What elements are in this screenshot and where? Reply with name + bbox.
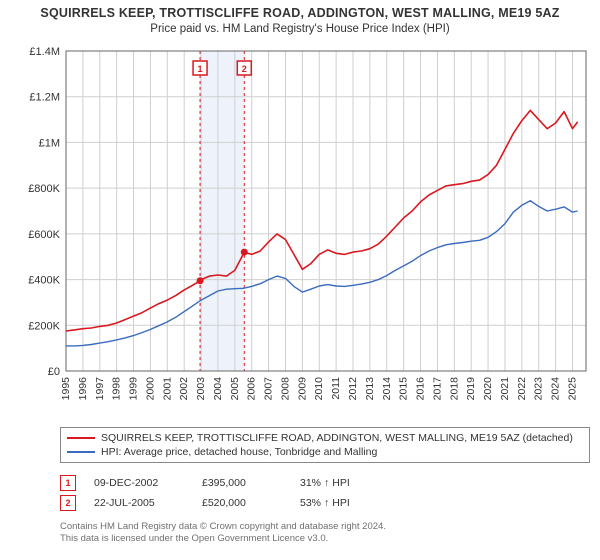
svg-text:2015: 2015 [398,377,410,401]
arrow-up-icon [324,477,329,489]
chart-subtitle: Price paid vs. HM Land Registry's House … [10,23,590,35]
svg-text:£400K: £400K [28,275,60,287]
sale-row: 2 22-JUL-2005 £520,000 53%HPI [60,493,590,513]
sale-hpi: 53%HPI [300,497,350,509]
svg-text:2023: 2023 [533,377,545,401]
legend-item: HPI: Average price, detached house, Tonb… [67,445,583,459]
legend-label: SQUIRRELS KEEP, TROTTISCLIFFE ROAD, ADDI… [101,432,573,444]
svg-text:2017: 2017 [431,377,443,401]
attribution-footer: Contains HM Land Registry data © Crown c… [60,521,590,546]
legend-label: HPI: Average price, detached house, Tonb… [101,446,377,458]
svg-text:1: 1 [198,64,203,74]
footer-line: Contains HM Land Registry data © Crown c… [60,521,590,533]
svg-text:1999: 1999 [128,377,140,401]
svg-text:1998: 1998 [111,377,123,401]
svg-text:1995: 1995 [60,377,72,401]
svg-text:2011: 2011 [330,377,342,400]
arrow-up-icon [324,497,329,509]
sale-date: 22-JUL-2005 [94,497,184,509]
chart-title-address: SQUIRRELS KEEP, TROTTISCLIFFE ROAD, ADDI… [10,6,590,20]
legend: SQUIRRELS KEEP, TROTTISCLIFFE ROAD, ADDI… [60,427,590,463]
svg-text:2024: 2024 [550,377,562,401]
svg-text:2009: 2009 [296,377,308,401]
sale-row: 1 09-DEC-2002 £395,000 31%HPI [60,473,590,493]
svg-text:2005: 2005 [229,377,241,401]
svg-text:2021: 2021 [499,377,511,401]
legend-swatch [67,451,95,453]
svg-text:2016: 2016 [415,377,427,401]
sales-table: 1 09-DEC-2002 £395,000 31%HPI 2 22-JUL-2005 £5… [60,473,590,513]
svg-text:2020: 2020 [482,377,494,401]
svg-text:2019: 2019 [465,377,477,401]
legend-item: SQUIRRELS KEEP, TROTTISCLIFFE ROAD, ADDI… [67,431,583,445]
svg-text:£1M: £1M [39,137,60,149]
svg-text:2010: 2010 [313,377,325,401]
sale-marker: 2 [60,495,76,511]
svg-text:£600K: £600K [28,229,60,241]
svg-text:2008: 2008 [279,377,291,401]
svg-text:2018: 2018 [448,377,460,401]
svg-text:2007: 2007 [263,377,275,401]
svg-text:£1.2M: £1.2M [29,92,60,104]
svg-text:£0: £0 [48,366,60,378]
svg-text:2000: 2000 [144,377,156,401]
svg-text:1996: 1996 [77,377,89,401]
sale-price: £395,000 [202,477,282,489]
price-chart: £0 £200K £400K £600K £800K £1M £1.2M £1.4M 1995 1… [10,41,590,421]
svg-text:2013: 2013 [364,377,376,401]
svg-text:£1.4M: £1.4M [29,46,60,58]
svg-text:2006: 2006 [246,377,258,401]
svg-text:2: 2 [242,64,247,74]
footer-line: This data is licensed under the Open Gov… [60,533,590,545]
svg-text:2002: 2002 [178,377,190,401]
svg-text:2003: 2003 [195,377,207,401]
svg-text:2022: 2022 [516,377,528,401]
sale-price: £520,000 [202,497,282,509]
sale-hpi: 31%HPI [300,477,350,489]
svg-text:£200K: £200K [28,320,60,332]
svg-text:2004: 2004 [212,377,224,401]
legend-swatch [67,437,95,439]
svg-text:2025: 2025 [566,377,578,401]
svg-text:£800K: £800K [28,183,60,195]
svg-text:2001: 2001 [161,377,173,401]
sale-marker: 1 [60,475,76,491]
svg-text:2014: 2014 [381,377,393,401]
svg-text:1997: 1997 [94,377,106,401]
sale-date: 09-DEC-2002 [94,477,184,489]
svg-text:2012: 2012 [347,377,359,401]
